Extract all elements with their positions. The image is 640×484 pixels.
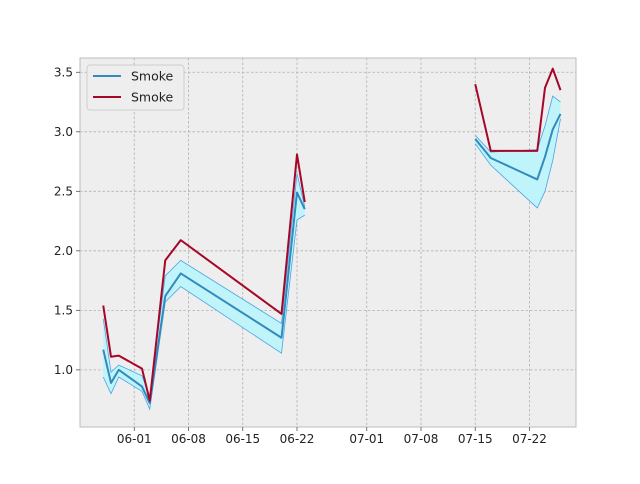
x-tick-label: 07-15: [458, 432, 493, 446]
x-tick-label: 07-01: [349, 432, 384, 446]
x-tick-label: 06-01: [117, 432, 152, 446]
x-tick-label: 07-08: [404, 432, 439, 446]
band-area: [475, 96, 561, 208]
y-tick-label: 3.5: [54, 65, 73, 79]
plot-area: [80, 58, 576, 427]
series-line-1: [102, 191, 306, 405]
y-tick-label: 2.0: [54, 244, 73, 258]
y-tick-label: 3.0: [54, 125, 73, 139]
y-tick-label: 1.0: [54, 363, 73, 377]
legend-label-2: Smoke: [131, 90, 174, 105]
x-tick-label: 06-22: [280, 432, 315, 446]
series-line-2: [102, 153, 306, 402]
series-line-2: [474, 67, 562, 152]
legend-label-1: Smoke: [131, 69, 174, 84]
y-axis-ticks: 1.0 1.5 2.0 2.5 3.0 3.5: [54, 65, 80, 377]
series-lines: [102, 67, 562, 405]
band-area: [103, 173, 305, 410]
x-tick-label: 07-22: [512, 432, 547, 446]
y-tick-label: 1.5: [54, 303, 73, 317]
legend: Smoke Smoke: [86, 64, 185, 111]
band-lower-edge: [474, 118, 561, 209]
band-upper-edge: [474, 95, 561, 153]
x-axis-ticks: 06-01 06-08 06-15 06-22 07-01 07-08 07-15 07-22: [117, 427, 547, 446]
grid-lines: [80, 58, 576, 427]
x-tick-label: 06-15: [225, 432, 260, 446]
plot-frame: [79, 57, 577, 428]
x-tick-label: 06-08: [171, 432, 206, 446]
series-line-1: [474, 113, 562, 181]
y-tick-label: 2.5: [54, 184, 73, 198]
